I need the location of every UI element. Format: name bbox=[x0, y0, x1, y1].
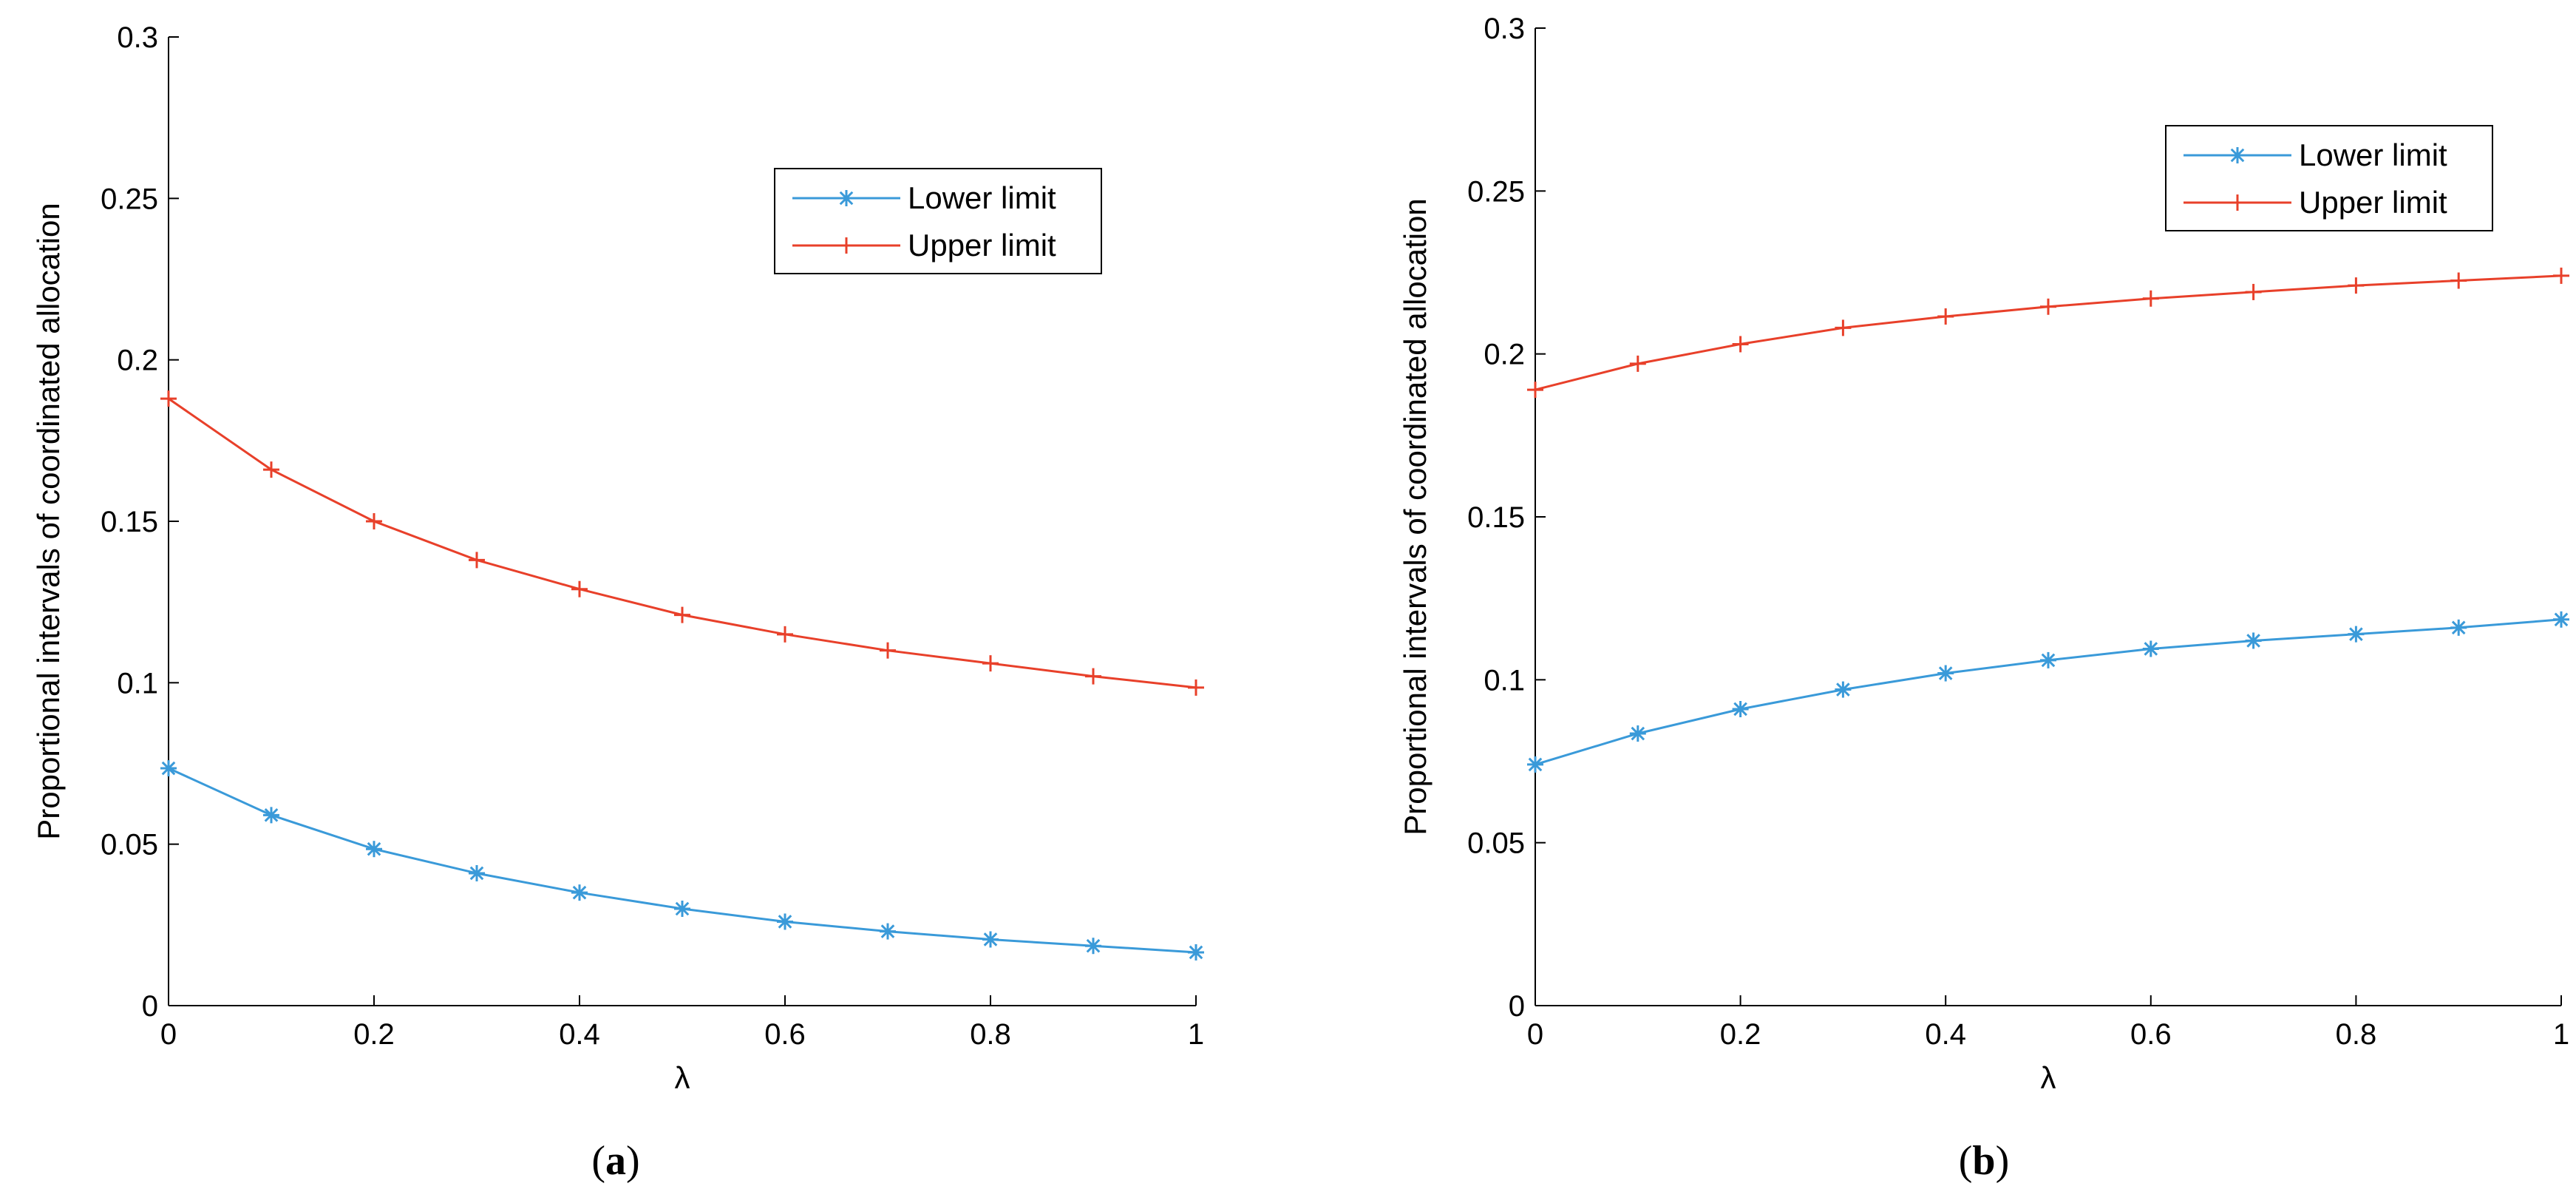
chart-a-y-tick-label: 0.15 bbox=[101, 506, 158, 538]
chart-b-y-tick-label: 0 bbox=[1509, 990, 1525, 1023]
chart-b-series-lower-point bbox=[2040, 651, 2056, 668]
chart-a-series-lower-point bbox=[1085, 938, 1101, 955]
chart-b-series-upper-point bbox=[1835, 319, 1852, 336]
chart-a-legend-box bbox=[774, 168, 1102, 274]
chart-a-series-lower-point bbox=[469, 864, 485, 881]
chart-a-series-upper bbox=[160, 390, 1204, 696]
chart-b-series-upper-point bbox=[2040, 298, 2056, 315]
chart-b-legend: Lower limit Upper limit bbox=[2165, 125, 2493, 231]
chart-b-x-tick-label: 0.6 bbox=[2130, 1018, 2172, 1051]
chart-b-x-tick-label: 0.4 bbox=[1925, 1018, 1966, 1051]
chart-a-y-tick-label: 0.1 bbox=[117, 667, 158, 699]
chart-b-series-upper-point bbox=[2553, 267, 2569, 284]
chart-a-series-upper-point bbox=[160, 390, 177, 407]
chart-a-y-tick-label: 0.2 bbox=[117, 345, 158, 377]
chart-a-series-lower-point bbox=[160, 760, 177, 777]
chart-b: 0 0.05 0.1 0.15 0.2 0.25 0.3 0 0.2 0.4 0.6 0.8 1 λ Pro… bbox=[1398, 13, 2569, 1184]
chart-b-x-axis-label: λ bbox=[2041, 1060, 2056, 1095]
chart-b-legend-marker bbox=[2229, 194, 2246, 211]
chart-a-series-upper-point bbox=[469, 552, 485, 569]
chart-b-series-lower-point bbox=[1937, 665, 1954, 682]
chart-b-series-upper-point bbox=[2450, 272, 2467, 289]
chart-b-series-lower bbox=[1527, 611, 2569, 773]
chart-a-series-lower-point bbox=[366, 841, 382, 858]
chart-a-y-tick-label: 0 bbox=[142, 990, 158, 1023]
chart-a-legend-marker bbox=[838, 237, 854, 254]
chart-a-y-tick-label: 0.05 bbox=[101, 829, 158, 861]
chart-b-x-tick-label: 0.2 bbox=[1720, 1018, 1761, 1051]
chart-a-series-upper-point bbox=[777, 626, 793, 643]
chart-b-series-upper-point bbox=[1937, 308, 1954, 325]
chart-b-series-upper-point bbox=[2142, 290, 2159, 307]
chart-a-x-tick-label: 1 bbox=[1188, 1018, 1204, 1051]
chart-b-legend-marker bbox=[2229, 147, 2246, 163]
chart-b-panel-label: (b) bbox=[1959, 1138, 2009, 1184]
chart-a-x-tick-label: 0.6 bbox=[764, 1018, 806, 1051]
chart-b-y-axis-label: Proportional intervals of coordinated al… bbox=[1398, 198, 1433, 836]
chart-b-series-upper-point bbox=[2245, 283, 2262, 300]
chart-b-series-lower-point bbox=[1629, 725, 1646, 742]
chart-a-x-axis-label: λ bbox=[675, 1060, 690, 1095]
chart-a-series-lower-point bbox=[880, 923, 896, 940]
chart-b-series-upper-point bbox=[1527, 382, 1543, 399]
chart-a-series-upper-point bbox=[674, 606, 690, 623]
chart-a-series-upper-point bbox=[880, 642, 896, 659]
chart-b-legend-label: Lower limit bbox=[2299, 138, 2447, 172]
chart-a-legend: Lower limit Upper limit bbox=[774, 168, 1102, 274]
chart-b-series-lower-point bbox=[2553, 611, 2569, 628]
chart-a-x-tick-label: 0.2 bbox=[353, 1018, 395, 1051]
chart-b-legend-box bbox=[2165, 125, 2493, 231]
chart-b-series-lower-point bbox=[2348, 626, 2365, 643]
chart-b-series-upper-point bbox=[2348, 277, 2365, 294]
chart-a-series-upper-point bbox=[366, 513, 382, 529]
chart-a-series-lower-point bbox=[982, 931, 999, 948]
chart-b-series-lower-point bbox=[1835, 681, 1852, 698]
chart-a-series-upper-point bbox=[982, 655, 999, 672]
chart-b-y-tick-label: 0.05 bbox=[1467, 827, 1525, 860]
chart-a-x-tick-label: 0.8 bbox=[970, 1018, 1011, 1051]
chart-a-legend-label: Upper limit bbox=[908, 228, 1056, 262]
chart-a-series-lower-point bbox=[263, 807, 279, 824]
chart-b-series-upper bbox=[1527, 267, 2569, 399]
chart-b-x-tick-label: 0.8 bbox=[2336, 1018, 2377, 1051]
chart-a-series-upper-point bbox=[1188, 679, 1204, 696]
chart-a-x-tick-label: 0.4 bbox=[559, 1018, 600, 1051]
chart-a-x-tick-label: 0 bbox=[160, 1018, 177, 1051]
chart-a-series-upper-point bbox=[571, 580, 588, 597]
chart-a-y-tick-label: 0.3 bbox=[117, 21, 158, 54]
chart-b-y-tick-label: 0.1 bbox=[1484, 664, 1525, 697]
chart-a-legend-label: Lower limit bbox=[908, 180, 1056, 215]
chart-a-legend-marker bbox=[838, 190, 854, 206]
chart-b-x-tick-label: 0 bbox=[1527, 1018, 1543, 1051]
chart-b-x-tick-label: 1 bbox=[2553, 1018, 2569, 1051]
chart-b-series-lower-point bbox=[2245, 632, 2262, 649]
chart-a-series-lower-point bbox=[571, 884, 588, 901]
chart-a-y-axis-label: Proportional intervals of coordinated al… bbox=[31, 203, 66, 840]
chart-a-panel-label: (a) bbox=[591, 1138, 639, 1184]
chart-a-series-lower bbox=[160, 760, 1204, 961]
chart-b-series-upper-point bbox=[1732, 336, 1749, 353]
chart-a: 0 0.05 0.1 0.15 0.2 0.25 0.3 0 0.2 0.4 0.6 0.8 1 λ Pro… bbox=[31, 21, 1204, 1184]
chart-b-series-lower-point bbox=[2142, 640, 2159, 657]
chart-a-series-lower-point bbox=[777, 913, 793, 930]
chart-b-series-upper-point bbox=[1629, 355, 1646, 372]
chart-b-y-tick-label: 0.3 bbox=[1484, 13, 1525, 45]
chart-b-series-lower-point bbox=[1527, 756, 1543, 773]
chart-a-y-tick-label: 0.25 bbox=[101, 183, 158, 215]
chart-a-series-lower-point bbox=[674, 901, 690, 917]
chart-b-y-tick-label: 0.15 bbox=[1467, 501, 1525, 534]
chart-b-series-lower-point bbox=[1732, 700, 1749, 717]
chart-b-series-lower-point bbox=[2450, 619, 2467, 636]
chart-a-series-upper-point bbox=[1085, 668, 1101, 685]
chart-a-series-upper-point bbox=[263, 461, 279, 478]
chart-b-y-tick-label: 0.25 bbox=[1467, 175, 1525, 208]
chart-b-legend-label: Upper limit bbox=[2299, 185, 2447, 220]
chart-a-series-lower-point bbox=[1188, 944, 1204, 961]
chart-b-y-tick-label: 0.2 bbox=[1484, 339, 1525, 371]
